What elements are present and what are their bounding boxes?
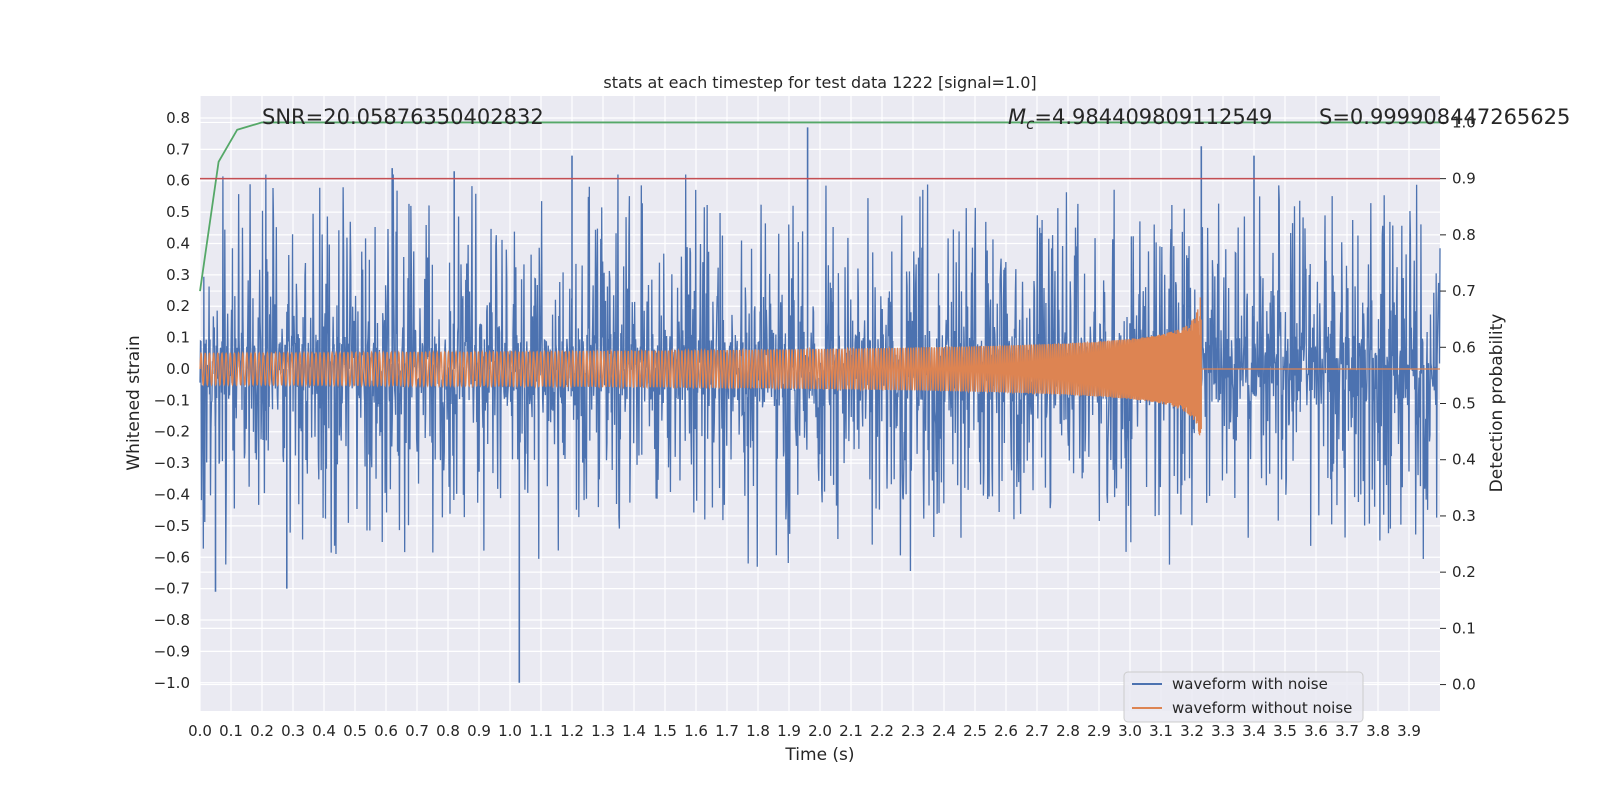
mc-annotation: Mc=4.984409809112549 [1008,105,1272,133]
x-tick-label: 0.0 [188,722,212,740]
x-tick-label: 0.6 [374,722,398,740]
y2-tick-label: 0.0 [1452,676,1476,694]
x-tick-label: 0.8 [436,722,460,740]
x-axis-label: Time (s) [784,745,854,765]
y-tick-label: −0.8 [154,611,190,629]
x-tick-label: 3.2 [1180,722,1204,740]
x-ticks: 0.0 0.1 0.2 0.3 0.4 0.5 0.6 0.7 0.8 0.9 1.0 1.1 1.2 1… [188,722,1421,740]
y2-tick-label: 0.3 [1452,507,1476,525]
x-tick-label: 3.0 [1118,722,1142,740]
mc-value: =4.984409809112549 [1034,105,1272,129]
x-tick-label: 2.3 [901,722,925,740]
y-tick-label: −0.3 [154,454,190,472]
x-tick-label: 2.2 [870,722,894,740]
y2-tick-label: 0.7 [1452,282,1476,300]
legend-label-clean: waveform without noise [1172,699,1352,717]
x-tick-label: 0.9 [467,722,491,740]
x-tick-label: 0.7 [405,722,429,740]
y-tick-label: 0.1 [166,329,190,347]
y2-tick-label: 0.6 [1452,338,1476,356]
y-tick-label: −0.5 [154,517,190,535]
x-tick-label: 0.2 [250,722,274,740]
y-ticks: 0.8 0.7 0.6 0.5 0.4 0.3 0.2 0.1 0.0 −0.1 −0.2 −0.3 −… [154,109,190,692]
y-tick-label: 0.8 [166,109,190,127]
x-tick-label: 1.9 [777,722,801,740]
y-tick-label: 0.6 [166,172,190,190]
x-tick-label: 2.6 [994,722,1018,740]
x-tick-label: 0.5 [343,722,367,740]
x-tick-label: 3.7 [1335,722,1359,740]
y-tick-label: 0.0 [166,360,190,378]
legend-box [1123,671,1364,723]
legend-label-noise: waveform with noise [1172,675,1328,693]
y-tick-label: −0.9 [154,642,190,660]
x-tick-label: 3.9 [1397,722,1421,740]
y2-tick-label: 0.1 [1452,619,1476,637]
y2-tick-label: 0.8 [1452,226,1476,244]
x-tick-label: 0.1 [219,722,243,740]
x-tick-label: 2.7 [1025,722,1049,740]
x-tick-label: 1.7 [715,722,739,740]
y-tick-label: 0.7 [166,140,190,158]
y-tick-label: −0.1 [154,391,190,409]
clean-series [199,297,1440,436]
x-tick-label: 2.8 [1056,722,1080,740]
mc-subscript: c [1026,115,1035,133]
probability-line [199,121,1440,292]
y2-tick-label: 0.4 [1452,451,1476,469]
y2-ticks: 1.0 0.9 0.8 0.7 0.6 0.5 0.4 0.3 0.2 0.1 0.0 [1440,113,1476,694]
s-annotation: S=0.999908447265625 [1319,105,1570,129]
x-tick-label: 1.2 [560,722,584,740]
y-tick-label: −0.7 [154,580,190,598]
x-tick-label: 3.1 [1149,722,1173,740]
x-tick-label: 1.5 [653,722,677,740]
x-tick-label: 3.8 [1366,722,1390,740]
y2-tick-label: 0.2 [1452,563,1476,581]
chart-title: stats at each timestep for test data 122… [603,73,1036,92]
y2-tick-label: 1.0 [1452,113,1476,131]
x-tick-label: 3.3 [1211,722,1235,740]
y-tick-label: −0.2 [154,423,190,441]
y-tick-label: −1.0 [154,674,190,692]
x-tick-label: 1.0 [498,722,522,740]
x-tick-label: 1.3 [591,722,615,740]
y2-tick-label: 0.5 [1452,395,1476,413]
y-tick-label: −0.4 [154,485,190,503]
y-axis-label: Whitened strain [124,335,144,470]
x-tick-label: 3.6 [1304,722,1328,740]
mc-symbol: M [1008,105,1026,129]
y-tick-label: 0.5 [166,203,190,221]
x-tick-label: 3.4 [1242,722,1266,740]
x-tick-label: 2.1 [839,722,863,740]
y-tick-label: 0.2 [166,297,190,315]
x-tick-label: 0.4 [312,722,336,740]
x-tick-label: 0.3 [281,722,305,740]
x-tick-label: 1.4 [622,722,646,740]
y-tick-label: 0.3 [166,266,190,284]
y2-axis-label: Detection probability [1487,314,1507,493]
x-tick-label: 1.6 [684,722,708,740]
x-tick-label: 2.5 [963,722,987,740]
clean-line [199,297,1440,436]
y2-tick-label: 0.9 [1452,170,1476,188]
x-tick-label: 2.4 [932,722,956,740]
probability-series [199,121,1440,292]
x-tick-label: 1.1 [529,722,553,740]
legend: waveform with noise waveform without noi… [1123,671,1364,723]
snr-annotation: SNR=20.05876350402832 [262,105,544,129]
y-tick-label: −0.6 [154,548,190,566]
x-tick-label: 3.5 [1273,722,1297,740]
x-tick-label: 2.9 [1087,722,1111,740]
x-tick-label: 1.8 [746,722,770,740]
y-tick-label: 0.4 [166,234,190,252]
x-tick-label: 2.0 [808,722,832,740]
